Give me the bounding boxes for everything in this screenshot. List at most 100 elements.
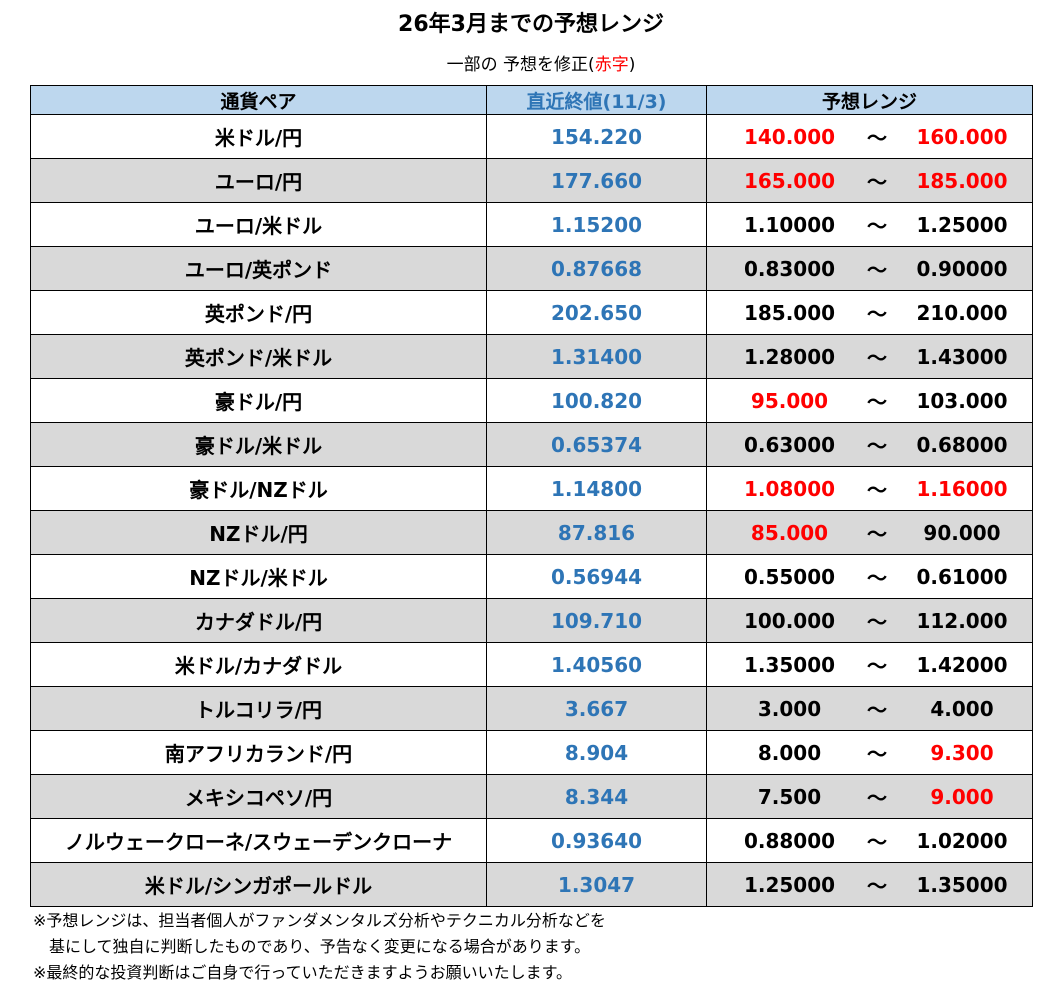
range-high: 210.000	[916, 300, 1008, 325]
page-title: 26年3月までの予想レンジ	[398, 12, 664, 37]
range-cell: 100.000 ～ 112.000	[706, 598, 1033, 643]
range-high: 1.43000	[916, 344, 1008, 369]
pair-cell: 豪ドル/米ドル	[30, 422, 487, 467]
range-high: 112.000	[916, 608, 1008, 633]
range-cell: 3.000 ～ 4.000	[706, 686, 1033, 731]
table-row: トルコリラ/円 3.667 3.000 ～ 4.000	[30, 686, 1033, 731]
latest-cell: 8.344	[486, 774, 707, 819]
range-high: 1.16000	[916, 476, 1008, 501]
range-cell: 1.25000 ～ 1.35000	[706, 862, 1033, 907]
range-cell: 1.28000 ～ 1.43000	[706, 334, 1033, 379]
table-row: ユーロ/米ドル 1.15200 1.10000 ～ 1.25000	[30, 202, 1033, 247]
range-low: 85.000	[750, 520, 829, 545]
range-tilde: ～	[867, 698, 887, 722]
range-low: 1.08000	[743, 476, 836, 501]
table-row: 英ポンド/米ドル 1.31400 1.28000 ～ 1.43000	[30, 334, 1033, 379]
latest-cell: 8.904	[486, 730, 707, 775]
range-low: 0.88000	[743, 828, 836, 853]
table-row: メキシコペソ/円 8.344 7.500 ～ 9.000	[30, 774, 1033, 819]
range-low: 185.000	[743, 300, 836, 325]
range-tilde: ～	[867, 258, 887, 282]
table-row: NZドル/円 87.816 85.000 ～ 90.000	[30, 510, 1033, 555]
range-high: 185.000	[916, 168, 1008, 193]
latest-cell: 0.93640	[486, 818, 707, 863]
pair-cell: 英ポンド/米ドル	[30, 334, 487, 379]
latest-cell: 0.56944	[486, 554, 707, 599]
range-tilde: ～	[867, 566, 887, 590]
latest-cell: 0.65374	[486, 422, 707, 467]
range-high: 160.000	[916, 124, 1008, 149]
range-low: 0.63000	[743, 432, 836, 457]
range-low: 0.83000	[743, 256, 836, 281]
latest-cell: 154.220	[486, 114, 707, 159]
range-cell: 0.88000 ～ 1.02000	[706, 818, 1033, 863]
subtitle-red-text: 赤字	[594, 55, 629, 75]
latest-cell: 0.87668	[486, 246, 707, 291]
latest-cell: 1.14800	[486, 466, 707, 511]
range-low: 1.28000	[743, 344, 836, 369]
pair-cell: 豪ドル/NZドル	[30, 466, 487, 511]
latest-cell: 3.667	[486, 686, 707, 731]
range-high: 9.300	[930, 740, 994, 765]
pair-cell: 米ドル/円	[30, 114, 487, 159]
note-line: 基にして独自に判断したものであり、予告なく変更になる場合があります。	[33, 937, 591, 956]
range-low: 7.500	[757, 784, 822, 809]
pair-cell: 南アフリカランド/円	[30, 730, 487, 775]
table-row: 南アフリカランド/円 8.904 8.000 ～ 9.300	[30, 730, 1033, 775]
range-cell: 1.08000 ～ 1.16000	[706, 466, 1033, 511]
range-tilde: ～	[867, 390, 887, 414]
table-row: 米ドル/カナダドル 1.40560 1.35000 ～ 1.42000	[30, 642, 1033, 687]
range-low: 165.000	[743, 168, 836, 193]
table-row: 豪ドル/NZドル 1.14800 1.08000 ～ 1.16000	[30, 466, 1033, 511]
latest-cell: 202.650	[486, 290, 707, 335]
range-low: 95.000	[750, 388, 829, 413]
subtitle: 一部の 予想を修正(赤字)	[0, 50, 1062, 75]
pair-cell: ノルウェークローネ/スウェーデンクローナ	[30, 818, 487, 863]
range-tilde: ～	[867, 478, 887, 502]
range-cell: 0.83000 ～ 0.90000	[706, 246, 1033, 291]
range-low: 140.000	[743, 124, 836, 149]
table-row: NZドル/米ドル 0.56944 0.55000 ～ 0.61000	[30, 554, 1033, 599]
pair-cell: ユーロ/米ドル	[30, 202, 487, 247]
pair-cell: 米ドル/カナダドル	[30, 642, 487, 687]
header-latest: 直近終値(11/3)	[486, 85, 707, 115]
pair-cell: トルコリラ/円	[30, 686, 487, 731]
range-tilde: ～	[867, 786, 887, 810]
table-row: ユーロ/英ポンド 0.87668 0.83000 ～ 0.90000	[30, 246, 1033, 291]
forecast-table: 通貨ペア 直近終値(11/3) 予想レンジ 米ドル/円 154.220 140.00…	[30, 85, 1033, 907]
range-cell: 85.000 ～ 90.000	[706, 510, 1033, 555]
range-cell: 8.000 ～ 9.300	[706, 730, 1033, 775]
range-cell: 7.500 ～ 9.000	[706, 774, 1033, 819]
note-line: ※最終的な投資判断はご自身で行っていただきますようお願いいたします。	[33, 963, 573, 982]
range-tilde: ～	[867, 830, 887, 854]
latest-cell: 177.660	[486, 158, 707, 203]
table-row: カナダドル/円 109.710 100.000 ～ 112.000	[30, 598, 1033, 643]
range-cell: 1.35000 ～ 1.42000	[706, 642, 1033, 687]
header-pair: 通貨ペア	[30, 85, 487, 115]
pair-cell: ユーロ/英ポンド	[30, 246, 487, 291]
latest-cell: 87.816	[486, 510, 707, 555]
range-tilde: ～	[867, 742, 887, 766]
pair-cell: 英ポンド/円	[30, 290, 487, 335]
subtitle-prefix: 一部の 予想を修正(	[446, 55, 595, 75]
range-high: 0.90000	[916, 256, 1008, 281]
range-tilde: ～	[867, 874, 887, 898]
range-cell: 0.55000 ～ 0.61000	[706, 554, 1033, 599]
subtitle-suffix: )	[628, 55, 636, 75]
note-line: ※予想レンジは、担当者個人がファンダメンタルズ分析やテクニカル分析などを	[33, 911, 606, 930]
range-high: 90.000	[923, 520, 1001, 545]
range-high: 1.42000	[916, 652, 1008, 677]
range-cell: 140.000 ～ 160.000	[706, 114, 1033, 159]
range-high: 1.25000	[916, 212, 1008, 237]
range-low: 1.35000	[743, 652, 836, 677]
range-high: 0.61000	[916, 564, 1008, 589]
header-row: 通貨ペア 直近終値(11/3) 予想レンジ	[30, 85, 1033, 115]
range-tilde: ～	[867, 610, 887, 634]
range-high: 9.000	[930, 784, 994, 809]
table-row: 米ドル/円 154.220 140.000 ～ 160.000	[30, 114, 1033, 159]
header-range: 予想レンジ	[706, 85, 1033, 115]
range-high: 4.000	[930, 696, 994, 721]
range-low: 3.000	[757, 696, 822, 721]
latest-cell: 1.31400	[486, 334, 707, 379]
disclaimer-notes: ※予想レンジは、担当者個人がファンダメンタルズ分析やテクニカル分析などを 基にし…	[33, 908, 606, 986]
